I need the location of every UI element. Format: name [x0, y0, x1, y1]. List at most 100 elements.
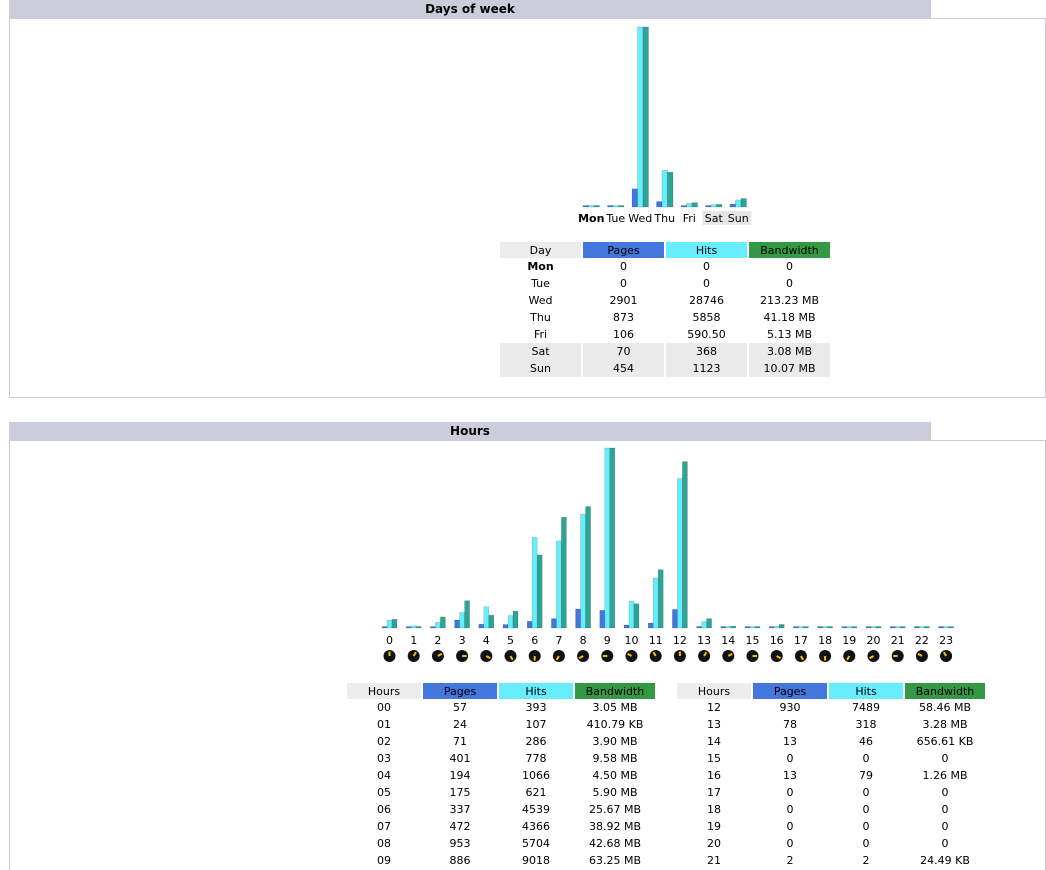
pages-value: 24 [453, 718, 467, 731]
hits-bar [435, 622, 441, 629]
col-bandwidth: Bandwidth [575, 683, 655, 699]
table-row: 18 0 0 0 [677, 801, 985, 818]
bandwidth-bar [561, 516, 567, 629]
hours-table-right: Hours Pages Hits Bandwidth 12 930 7489 58.4… [675, 683, 987, 869]
col-bandwidth: Bandwidth [749, 242, 830, 258]
x-tick-label: 18 [818, 634, 832, 647]
x-tick-label: 13 [697, 634, 711, 647]
hits-value: 79 [859, 769, 873, 782]
x-tick-label: Thu [653, 212, 675, 225]
x-tick-label: 11 [649, 634, 663, 647]
hits-bar [507, 615, 514, 629]
hits-bar [580, 513, 586, 629]
col-hits: Hits [499, 683, 573, 699]
day-label: Wed [528, 294, 553, 307]
hits-bar [410, 625, 417, 629]
pages-bar [696, 626, 702, 629]
x-tick-label: 19 [842, 634, 856, 647]
hits-bar [735, 199, 742, 208]
hours-title: Hours [9, 422, 931, 441]
pages-value: 0 [786, 837, 794, 850]
bandwidth-bar [618, 205, 625, 208]
table-row: 16 13 79 1.26 MB [677, 767, 985, 784]
pages-bar [607, 205, 614, 208]
bandwidth-bar [667, 171, 674, 208]
pages-value: 454 [583, 360, 664, 377]
hits-value: 590.50 [687, 328, 726, 341]
hours-panel: Hours 0 1 2 3 4 5 6 7 8 9 10 11 12 13 14 15 16 17 18 19 20 21… [9, 422, 1046, 870]
bandwidth-bar [948, 626, 954, 629]
clock-icon [625, 650, 638, 662]
bandwidth-bar [415, 626, 422, 629]
pages-value: 0 [620, 277, 627, 290]
bandwidth-value: 1.26 MB [922, 769, 968, 782]
clock-icon [480, 650, 493, 662]
bandwidth-value: 3.08 MB [749, 343, 830, 360]
hours-table-header: Hours Pages Hits Bandwidth [347, 683, 655, 699]
table-row: 06 337 4539 25.67 MB [347, 801, 655, 818]
table-row: Sun 454 1123 10.07 MB [500, 360, 830, 377]
hits-bar [943, 626, 949, 629]
pages-bar [768, 626, 775, 629]
bandwidth-bar [716, 204, 723, 208]
table-row: 13 78 318 3.28 MB [677, 716, 985, 733]
bandwidth-bar [488, 614, 495, 629]
hits-bar [652, 577, 659, 629]
x-tick-label: Fri [683, 212, 696, 225]
hits-bar [894, 626, 901, 629]
day-label: Tue [531, 277, 550, 290]
pages-value: 13 [783, 769, 797, 782]
hits-bar [556, 540, 562, 629]
pages-bar [914, 626, 920, 629]
x-tick-label: 12 [673, 634, 687, 647]
bandwidth-bar [593, 205, 600, 208]
clock-icon [673, 650, 686, 662]
x-tick-label: Tue [605, 212, 625, 225]
hour-label: 05 [377, 786, 391, 799]
day-label: Fri [533, 328, 548, 341]
x-tick-label: Sat [705, 212, 724, 225]
bandwidth-bar [754, 626, 761, 629]
pages-value: 873 [613, 311, 634, 324]
hits-bar [612, 205, 619, 208]
x-tick-label: 4 [483, 634, 490, 647]
pages-bar [705, 205, 712, 208]
hits-value: 0 [862, 820, 870, 833]
day-label: Sun [500, 360, 581, 377]
table-row: Mon 0 0 0 [500, 258, 830, 275]
hits-value: 4366 [522, 820, 550, 833]
bandwidth-value: 0 [941, 837, 949, 850]
hour-label: 08 [377, 837, 391, 850]
days-of-week-title: Days of week [9, 0, 931, 19]
bandwidth-value: 0 [786, 277, 793, 290]
table-row: Tue 0 0 0 [500, 275, 830, 292]
bandwidth-value: 3.90 MB [592, 735, 638, 748]
bandwidth-bar [657, 569, 664, 629]
clock-icon [383, 650, 396, 662]
clock-icon [794, 650, 807, 662]
pages-value: 175 [449, 786, 471, 799]
bandwidth-value: 58.46 MB [918, 701, 972, 714]
x-tick-label: 2 [434, 634, 441, 647]
bandwidth-value: 38.92 MB [588, 820, 642, 833]
hours-chart: 0 1 2 3 4 5 6 7 8 9 10 11 12 13 14 15 16 17 18 19 20 21 22 23 [381, 447, 954, 662]
hour-label: 13 [707, 718, 721, 731]
pages-bar [551, 618, 557, 629]
hits-value: 0 [862, 786, 870, 799]
hits-bar [710, 204, 717, 208]
hits-bar [686, 203, 693, 208]
col-pages: Pages [583, 242, 664, 258]
bandwidth-bar [512, 610, 519, 629]
pages-bar [865, 626, 872, 629]
pages-bar [405, 626, 412, 629]
table-row: Wed 2901 28746 213.23 MB [500, 292, 830, 309]
col-hours: Hours [677, 683, 751, 699]
bandwidth-value: 9.58 MB [592, 752, 638, 765]
pages-bar [582, 205, 589, 208]
clock-icon [746, 650, 759, 662]
bandwidth-value: 213.23 MB [759, 294, 820, 307]
pages-value: 0 [786, 786, 794, 799]
pages-value: 337 [449, 803, 471, 816]
days-table: Day Pages Hits Bandwidth Mon 0 0 0 Tue 0… [498, 242, 832, 377]
bandwidth-bar [803, 626, 809, 629]
